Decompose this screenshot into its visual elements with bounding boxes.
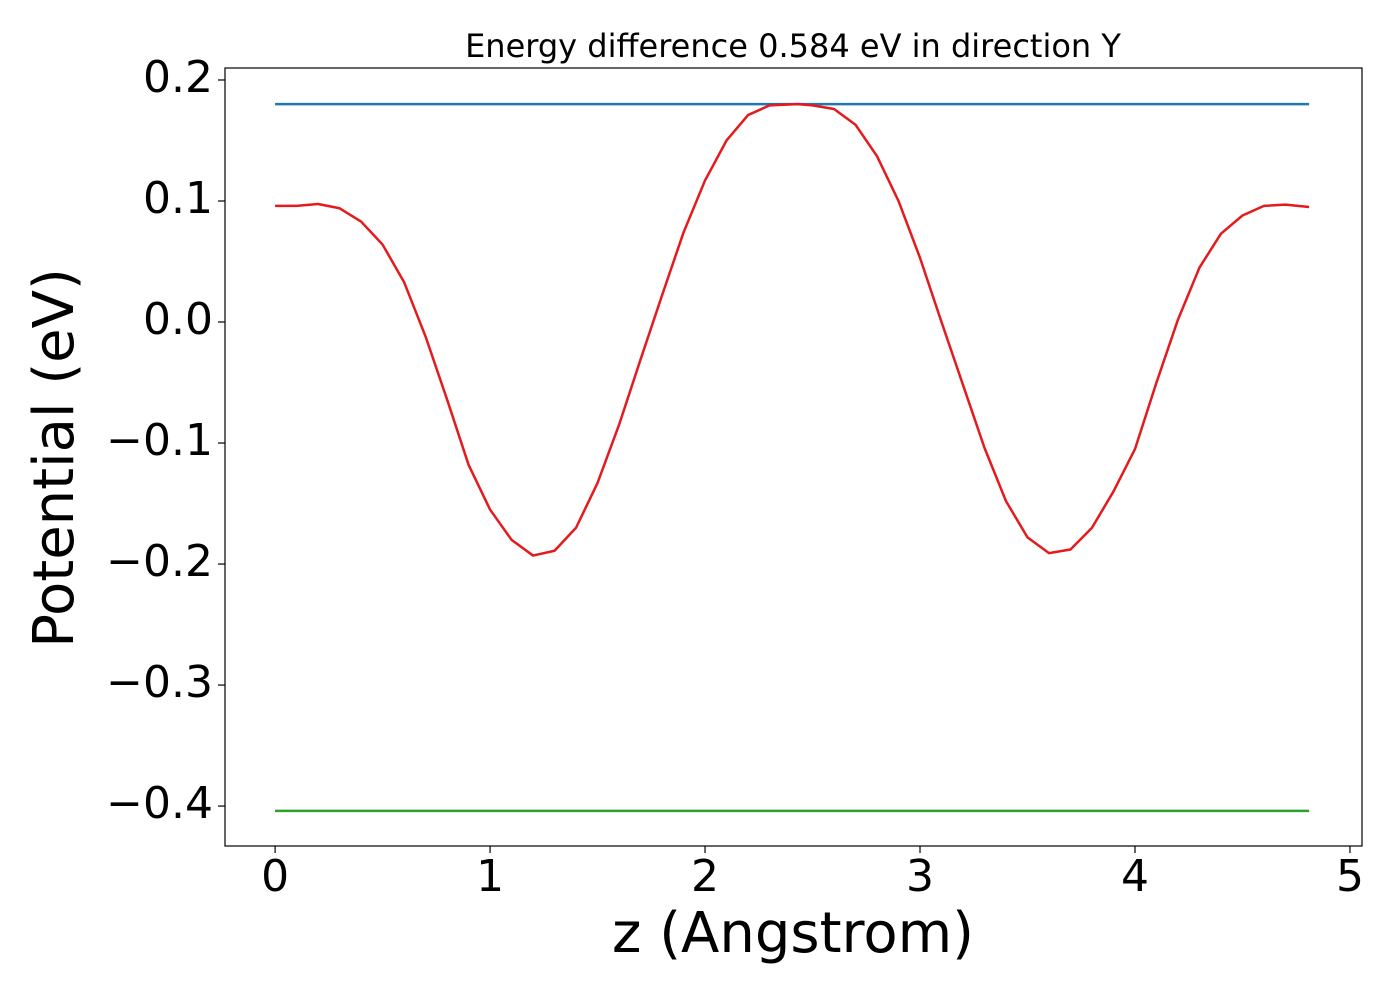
y-tick-label: 0.1	[143, 173, 213, 224]
x-tick-label: 2	[691, 851, 719, 902]
y-tick-label: −0.3	[106, 657, 213, 708]
x-tick-label: 3	[906, 851, 934, 902]
x-tick-label: 0	[261, 851, 289, 902]
x-tick-label: 5	[1336, 851, 1364, 902]
y-tick-label: −0.4	[106, 778, 213, 829]
y-tick-label: −0.2	[106, 536, 213, 587]
x-axis-label: z (Angstrom)	[612, 901, 974, 966]
y-tick-label: 0.2	[143, 52, 213, 103]
y-tick-label: −0.1	[106, 415, 213, 466]
y-tick-label: 0.0	[143, 294, 213, 345]
x-tick-label: 1	[476, 851, 504, 902]
plot-frame	[224, 67, 1363, 847]
chart-title: Energy difference 0.584 eV in direction …	[465, 27, 1121, 65]
y-axis-label: Potential (eV)	[22, 268, 87, 648]
line-series	[275, 102, 1310, 557]
x-tick-label: 4	[1121, 851, 1149, 902]
